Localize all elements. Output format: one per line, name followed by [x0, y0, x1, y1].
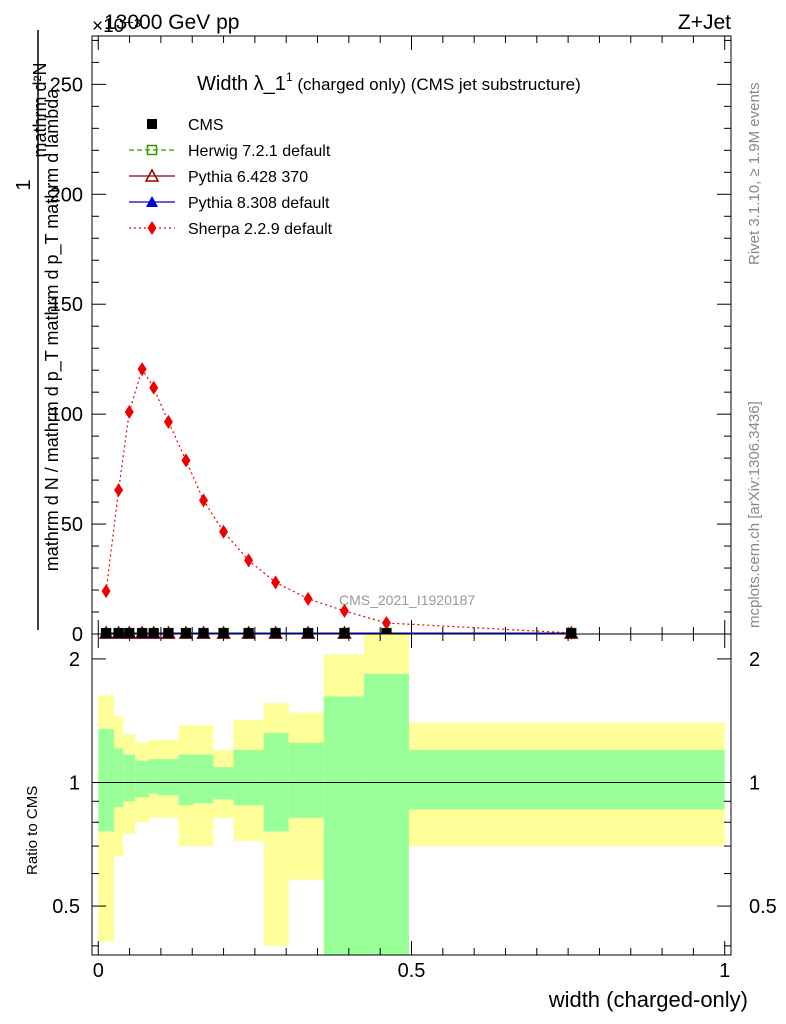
legend-label: Pythia 6.428 370 — [188, 169, 308, 186]
data-point — [303, 591, 313, 606]
data-point — [124, 404, 134, 419]
legend-label: Herwig 7.2.1 default — [188, 143, 331, 160]
legend-marker — [147, 221, 157, 235]
legend-entry: CMS — [147, 117, 224, 134]
y-tick-label: 0 — [72, 624, 83, 646]
ratio-y-tick-label-right: 1 — [749, 772, 760, 794]
ratio-inner-band — [158, 759, 179, 796]
ratio-inner-band — [233, 749, 264, 806]
ratio-inner-band — [135, 760, 150, 798]
data-point — [180, 628, 191, 639]
ratio-y-tick-label: 2 — [69, 649, 80, 671]
ratio-y-tick-label: 0.5 — [52, 896, 80, 918]
ratio-y-tick-label-right: 0.5 — [749, 896, 777, 918]
data-point — [101, 628, 112, 639]
legend-entry: Pythia 6.428 370 — [129, 168, 308, 186]
main-y-label-one: 1 — [13, 179, 35, 190]
ratio-y-tick-label-right: 2 — [749, 649, 760, 671]
series-sherpa-2-2-9-default — [101, 362, 576, 640]
data-point — [114, 482, 124, 497]
data-point — [244, 553, 254, 568]
x-tick-label: 0.5 — [398, 960, 426, 982]
ratio-y-tick-label: 1 — [69, 772, 80, 794]
ratio-inner-band — [178, 754, 194, 806]
y-tick-label: 150 — [50, 294, 83, 316]
ratio-y-label: Ratio to CMS — [24, 786, 41, 875]
ratio-inner-band — [123, 754, 136, 802]
data-point — [381, 628, 392, 639]
ratio-plot: 0.5 0.51 12 2 0 0.5 1 Ratio to CMS width (cha… — [24, 633, 777, 1012]
analysis-tag: CMS_2021_I1920187 — [339, 592, 475, 608]
data-point — [243, 628, 254, 639]
y-tick-label: 200 — [50, 184, 83, 206]
ratio-inner-band — [408, 749, 725, 810]
ratio-inner-band — [363, 673, 409, 955]
data-point — [381, 616, 391, 631]
legend-entry: Pythia 8.308 default — [129, 195, 330, 212]
series-layer — [98, 362, 579, 640]
main-title: Width λ_11 (charged only) (CMS jet subst… — [197, 70, 581, 95]
data-point — [198, 628, 209, 639]
data-point — [218, 628, 229, 639]
main-y-label-denominator: mathrm d N / mathrm d p_T mathrm d p_T m… — [42, 88, 63, 571]
ratio-inner-band — [149, 759, 159, 794]
data-point — [148, 628, 159, 639]
main-y-label: 1 mathrm d N / mathrm d p_T mathrm d p_T… — [13, 30, 63, 630]
data-point — [339, 603, 349, 618]
data-point — [339, 628, 350, 639]
data-point — [219, 524, 229, 539]
main-y-axis: 0 50 100 150 200 250 — [50, 39, 731, 646]
legend-marker — [146, 196, 158, 207]
header-right: Z+Jet — [678, 11, 731, 34]
ratio-inner-band — [193, 754, 214, 804]
data-point — [101, 584, 111, 599]
ratio-inner-band — [113, 748, 124, 808]
rivet-label: Rivet 3.1.10, ≥ 1.9M events — [746, 83, 763, 266]
data-point — [124, 628, 135, 639]
main-y-label-numerator: mathrm d²N — [30, 62, 50, 157]
legend-label: Sherpa 2.2.9 default — [188, 221, 333, 238]
data-point — [181, 453, 191, 468]
data-point — [137, 362, 147, 377]
ratio-inner-band — [213, 767, 234, 800]
series-cms — [101, 628, 577, 639]
legend-entry: Sherpa 2.2.9 default — [129, 221, 333, 238]
data-point — [303, 628, 314, 639]
x-axis-label: width (charged-only) — [548, 987, 748, 1012]
data-point — [199, 493, 209, 508]
legend-marker — [146, 144, 158, 156]
main-plot: 0 50 100 150 200 250 Width λ_11 (charged only… — [50, 35, 732, 646]
x-tick-label: 1 — [719, 960, 730, 982]
ratio-inner-band — [288, 742, 324, 818]
y-tick-label: 50 — [61, 514, 83, 536]
y-tick-label: 250 — [50, 74, 83, 96]
legend-marker — [147, 119, 157, 129]
ratio-inner-band — [98, 728, 114, 832]
data-point — [163, 414, 173, 429]
data-point — [566, 628, 577, 639]
data-point — [163, 628, 174, 639]
legend-label: Pythia 8.308 default — [188, 195, 330, 212]
data-point — [271, 575, 281, 590]
ratio-inner-band — [323, 696, 364, 955]
ratio-y-axis: 0.5 0.5 1 1 2 2 — [52, 649, 777, 947]
ratio-bands — [98, 634, 725, 955]
data-point — [270, 628, 281, 639]
mcplots-label: mcplots.cern.ch [arXiv:1306.3436] — [746, 401, 763, 628]
exponent-label: ×10⁻³ — [92, 16, 141, 37]
legend: CMS Herwig 7.2.1 default Pythia 6.428 370 P… — [129, 117, 333, 238]
legend-marker — [144, 168, 160, 182]
header-left: 13000 GeV pp — [104, 11, 239, 34]
legend-label: CMS — [188, 117, 224, 134]
x-tick-label: 0 — [93, 960, 104, 982]
y-tick-label: 100 — [50, 404, 83, 426]
ratio-x-axis: 0 0.5 1 — [93, 634, 730, 982]
data-point — [137, 628, 148, 639]
data-point — [149, 380, 159, 395]
legend-entry: Herwig 7.2.1 default — [129, 143, 331, 160]
data-point — [113, 628, 124, 639]
